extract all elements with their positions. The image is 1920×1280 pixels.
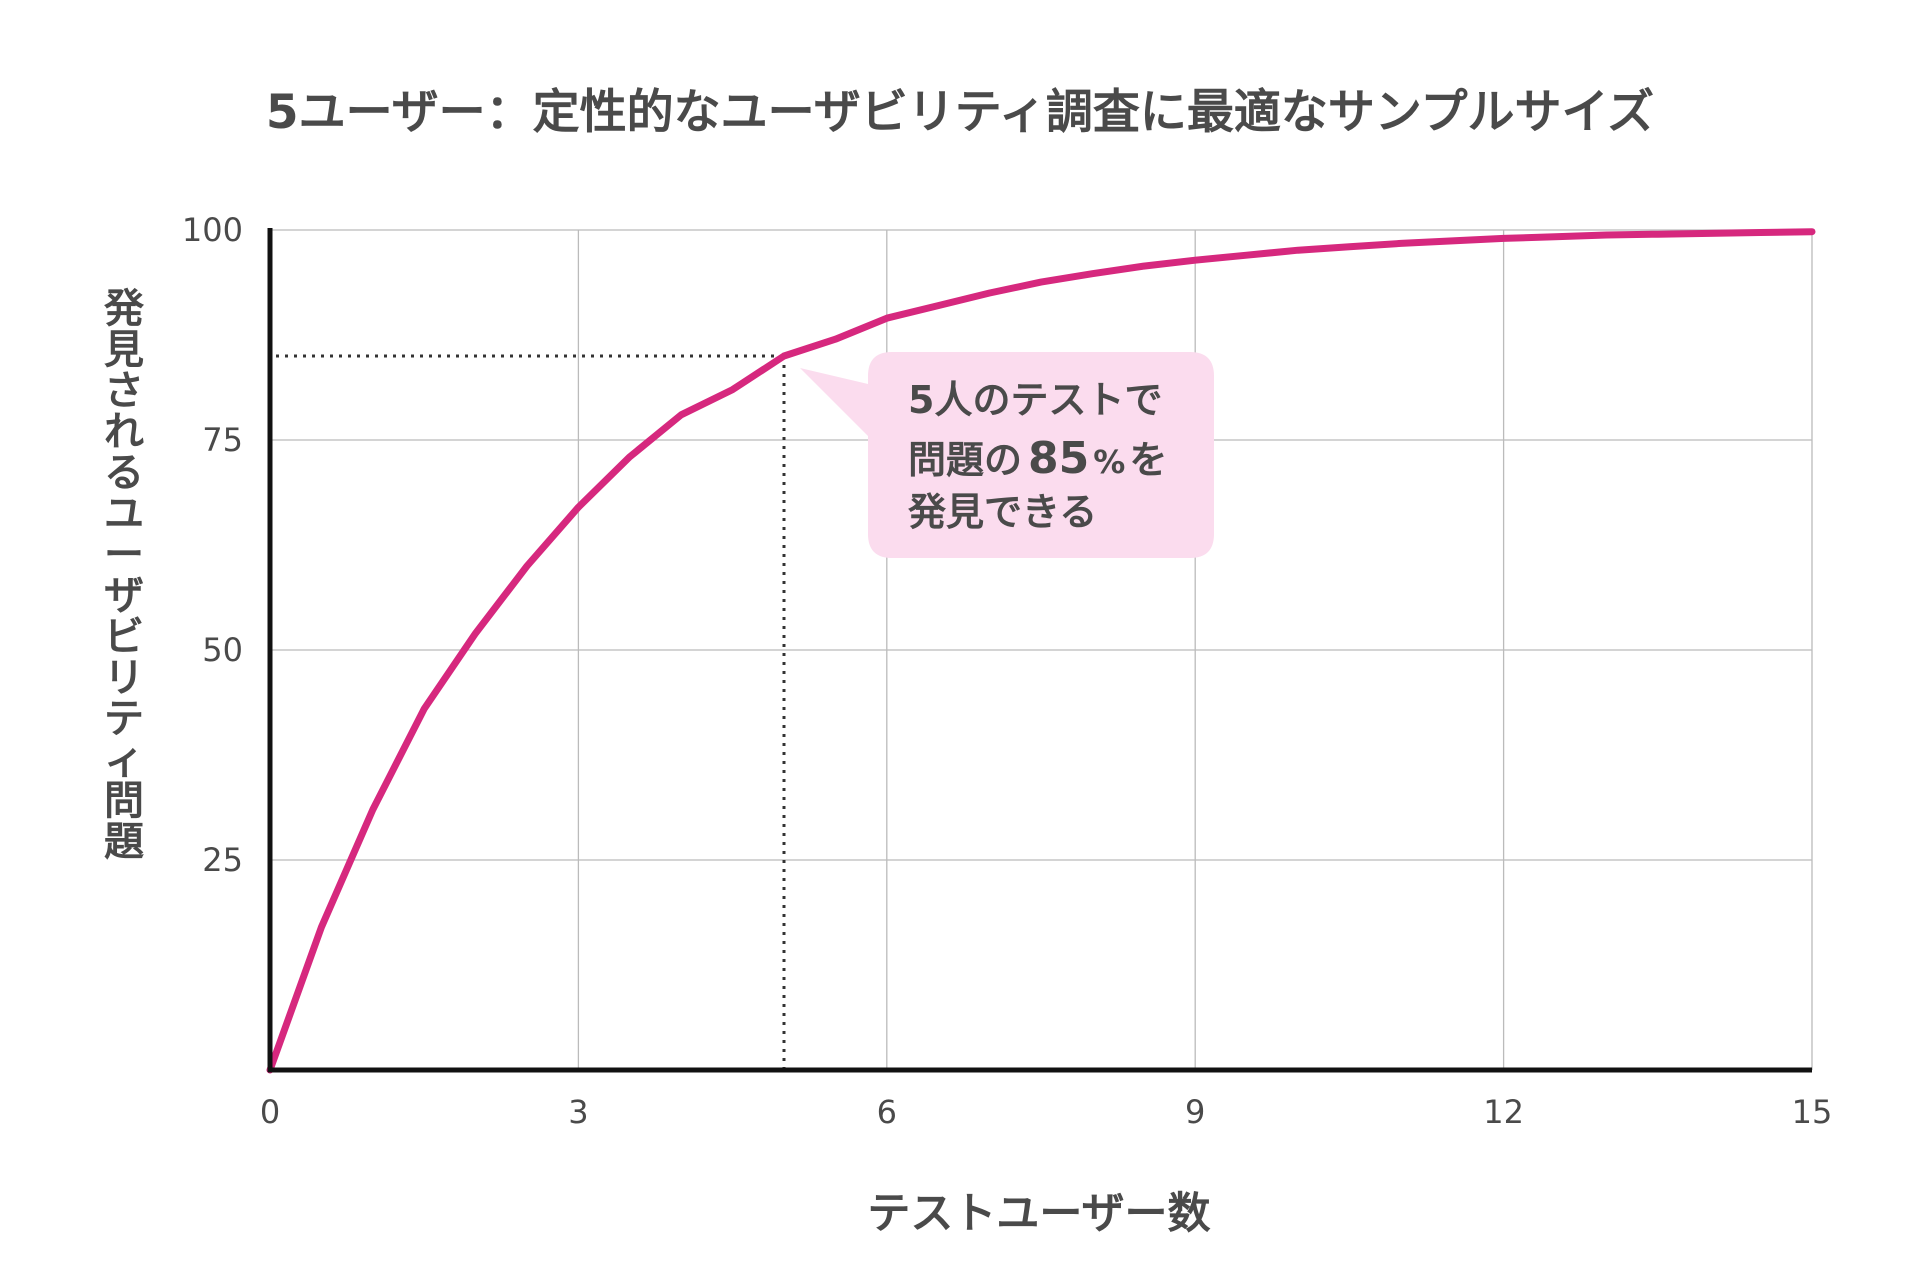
annotation-text-line3: 発見できる <box>908 490 1097 534</box>
y-tick-label: 50 <box>202 631 243 669</box>
annotation-callout: 5人のテストで 問題の 85% を 発見できる <box>800 352 1214 558</box>
y-axis-label-char: ィ <box>104 737 144 783</box>
series-layer <box>266 228 1816 1074</box>
chart-title: 5ユーザー：定性的なユーザビリティ調査に最適なサンプルサイズ <box>266 85 1654 140</box>
annotation-percent: % <box>1093 443 1125 481</box>
y-axis-label-char: 題 <box>104 819 144 865</box>
annotation-text-line2-d: を <box>1129 438 1167 482</box>
y-tick-label: 25 <box>202 841 243 879</box>
y-axis-label-char: ザ <box>104 573 144 619</box>
annotation-value: 85 <box>1028 433 1089 484</box>
guide-lines <box>276 354 786 1070</box>
axes <box>267 228 1812 1073</box>
y-axis-label-char: テ <box>104 696 144 742</box>
x-tick-label: 0 <box>260 1093 280 1131</box>
y-axis-label-char: ビ <box>104 614 144 660</box>
y-axis-label-char: れ <box>104 409 144 455</box>
y-axis-label-char: ユ <box>104 491 144 537</box>
x-tick-label: 9 <box>1185 1093 1205 1131</box>
annotation-box <box>800 352 1214 558</box>
annotation-text-line2-a: 問題の <box>908 438 1022 482</box>
x-tick-label: 15 <box>1792 1093 1833 1131</box>
y-axis-label-char: る <box>104 450 144 496</box>
y-axis-label-char: 問 <box>104 778 144 824</box>
series-line <box>266 228 1816 1074</box>
y-axis-label-char: リ <box>104 655 144 701</box>
y-tick-label: 100 <box>182 211 243 249</box>
y-axis-label-char: 発 <box>104 286 145 332</box>
x-tick-label: 12 <box>1483 1093 1524 1131</box>
x-tick-label: 3 <box>568 1093 588 1131</box>
x-axis-label: テストユーザー数 <box>867 1189 1210 1239</box>
annotation-text-line2: 問題の 85% を <box>908 433 1167 484</box>
y-axis-label-char: ー <box>104 532 144 578</box>
y-axis-label-char: 見 <box>104 327 144 373</box>
x-tick-label: 6 <box>877 1093 897 1131</box>
y-tick-label: 75 <box>202 421 243 459</box>
tick-labels: 0 3 6 9 12 15 25 50 75 100 <box>182 211 1832 1131</box>
annotation-text-line1: 5人のテストで <box>908 378 1162 422</box>
y-axis-label-char: さ <box>104 368 144 414</box>
